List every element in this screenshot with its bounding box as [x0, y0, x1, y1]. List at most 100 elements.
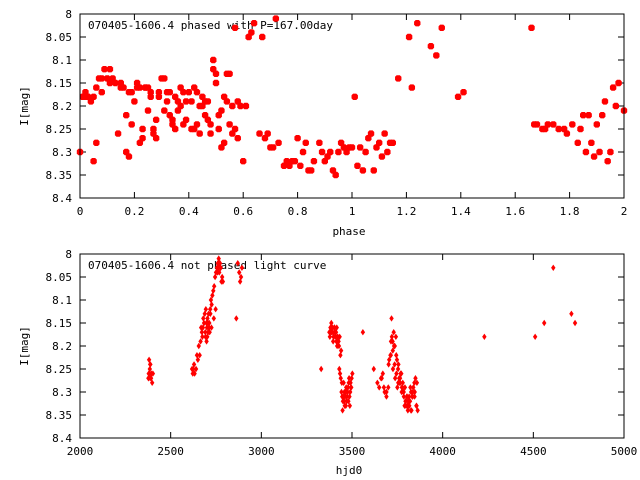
phased-data-point [172, 125, 179, 133]
unphased-data-point [375, 379, 380, 386]
unphased-data-point [410, 393, 415, 400]
unphased-data-point [216, 255, 221, 262]
unphased-data-point [339, 379, 345, 386]
phased-data-point [215, 112, 222, 119]
phased-data-point [454, 93, 462, 100]
phased-data-point [207, 130, 214, 137]
phased-x-tick-label: 0.8 [288, 205, 308, 218]
unphased-data-point [208, 310, 213, 317]
unphased-x-tick-label: 5000 [611, 445, 638, 458]
unphased-data-point [211, 283, 217, 290]
unphased-data-point [334, 324, 339, 331]
phased-data-point [152, 135, 160, 142]
phased-data-point [248, 29, 255, 36]
phased-data-point [188, 98, 195, 105]
phased-data-point [590, 153, 598, 160]
phased-data-point [180, 89, 187, 96]
phased-data-point [212, 70, 220, 77]
phased-data-point [196, 130, 203, 137]
unphased-data-point [212, 273, 218, 281]
phased-data-point [356, 144, 364, 151]
phased-data-point [201, 98, 209, 105]
unphased-data-point [394, 356, 400, 363]
unphased-data-point [401, 393, 407, 400]
phased-data-point [433, 52, 440, 59]
phased-data-point [359, 167, 367, 174]
unphased-data-point [377, 384, 382, 391]
unphased-data-point [389, 333, 395, 340]
phased-x-tick-label: 1 [349, 205, 356, 218]
phased-data-point [125, 153, 133, 160]
phased-data-point [585, 112, 592, 119]
unphased-data-point [349, 384, 354, 391]
unphased-data-point [386, 384, 391, 391]
phased-data-point [223, 70, 231, 77]
phased-x-tick-label: 0.4 [179, 205, 199, 218]
phased-data-point [569, 121, 576, 128]
unphased-data-point [343, 384, 349, 391]
unphased-data-point [206, 324, 212, 331]
phased-data-point [555, 125, 562, 133]
unphased-data-point [394, 370, 399, 377]
phased-data-point [604, 158, 611, 165]
phased-data-point [98, 89, 105, 96]
unphased-data-point [404, 393, 410, 400]
unphased-data-point [542, 319, 547, 327]
phased-data-point [220, 139, 228, 146]
unphased-data-point [414, 402, 419, 409]
phased-data-point [378, 153, 386, 160]
phased-data-point [231, 24, 239, 31]
unphased-data-point [393, 333, 399, 340]
phased-data-point [210, 56, 217, 64]
phased-data-point [414, 20, 421, 27]
unphased-data-point [389, 315, 394, 322]
unphased-data-point [208, 296, 214, 304]
phased-data-point [335, 148, 342, 156]
phased-data-point [367, 130, 375, 137]
unphased-data-point [341, 398, 347, 405]
unphased-x-tick-label: 3000 [248, 445, 275, 458]
phased-x-tick-label: 0.6 [233, 205, 253, 218]
phased-data-point [256, 130, 263, 137]
phased-data-point [131, 98, 138, 105]
unphased-data-point [318, 365, 324, 373]
unphased-data-point [395, 365, 401, 373]
phased-data-point [599, 112, 606, 119]
unphased-data-point [413, 375, 418, 382]
unphased-data-point [206, 329, 211, 336]
phased-data-point [389, 139, 396, 146]
unphased-axis-ticks: 2000 2500 3000 3500 4000 4500 5000 8 8.05 8.1 8.15… [46, 248, 638, 458]
unphased-data-point [482, 333, 487, 340]
unphased-chart-title: 070405-1606.4 not phased light curve [88, 259, 326, 272]
phased-data-point [250, 20, 258, 27]
phased-data-point [272, 15, 280, 22]
unphased-data-point [386, 356, 392, 363]
unphased-data-point [399, 388, 404, 396]
phased-data-point [114, 130, 122, 137]
phased-data-point [362, 148, 369, 156]
phased-data-point [294, 135, 301, 142]
phased-data-point [123, 112, 130, 119]
phased-axis-ticks: 0 0.2 0.4 0.6 0.8 1 1.2 1.4 1.6 1.8 2 8 8.05 8.1 8.15 8… [46, 8, 628, 218]
phased-data-point [609, 84, 617, 91]
unphased-data-point [390, 347, 395, 354]
unphased-y-tick-label: 8 [65, 248, 72, 261]
phased-data-point [152, 116, 160, 123]
unphased-data-point [338, 352, 343, 359]
unphased-data-point [192, 370, 197, 377]
phased-data-point [460, 89, 467, 96]
unphased-data-point [392, 375, 398, 382]
unphased-data-point [403, 398, 408, 405]
phased-data-point [234, 135, 241, 142]
phased-data-point [533, 121, 541, 128]
phased-data-point [182, 98, 190, 105]
phased-y-axis-label: I[mag] [18, 86, 31, 126]
unphased-y-tick-label: 8.35 [46, 409, 73, 422]
unphased-data-point [196, 342, 201, 350]
unphased-light-curve-panel: 070405-1606.4 not phased light curve hjd… [18, 248, 637, 477]
phased-data-point [229, 130, 236, 137]
phased-data-point [136, 139, 144, 146]
unphased-data-point [348, 379, 353, 386]
unphased-data-point [211, 287, 216, 294]
phased-data-point [381, 130, 388, 137]
